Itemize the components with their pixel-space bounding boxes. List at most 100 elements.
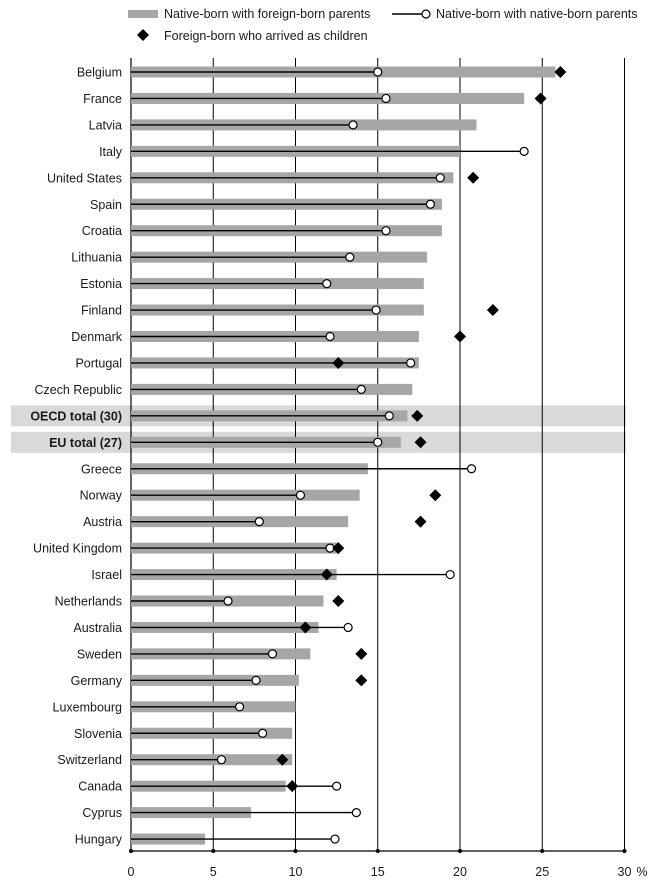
circle-italy <box>519 146 529 156</box>
circle-denmark <box>325 331 335 342</box>
x-tick-30 <box>622 849 627 853</box>
circle-slovenia <box>258 728 268 738</box>
connector-lines <box>131 71 525 840</box>
category-label-spain: Spain <box>90 198 122 212</box>
x-tick-25 <box>540 849 545 853</box>
x-tick-label-20: 20 <box>453 865 467 879</box>
circle-germany <box>251 675 261 685</box>
circle-croatia <box>381 226 391 236</box>
circle-france <box>381 93 391 104</box>
circle-canada <box>332 781 342 791</box>
diamond-united-states <box>467 171 480 184</box>
gridlines <box>130 58 625 851</box>
diamond-belgium <box>554 66 567 78</box>
circle-eu-total-27 <box>373 437 383 447</box>
category-label-oecd-total-30: OECD total (30) <box>30 409 122 423</box>
diamond-australia <box>299 621 312 634</box>
diamond-netherlands <box>332 595 345 607</box>
category-label-eu-total-27: EU total (27) <box>49 436 122 450</box>
x-tick-label-25: 25 <box>535 865 549 879</box>
circle-sweden <box>267 649 278 659</box>
circle-finland <box>371 305 381 315</box>
category-label-latvia: Latvia <box>89 118 122 132</box>
category-label-luxembourg: Luxembourg <box>53 700 123 714</box>
diamond-denmark <box>454 330 466 343</box>
diamond-sweden <box>355 647 368 660</box>
category-label-belgium: Belgium <box>77 66 122 80</box>
circle-cyprus <box>351 807 361 818</box>
diamond-france <box>534 92 547 105</box>
diamond-eu-total-27 <box>414 436 427 449</box>
category-label-estonia: Estonia <box>80 277 122 291</box>
circle-united-states <box>435 173 445 183</box>
circle-estonia <box>322 279 332 289</box>
circle-netherlands <box>223 596 233 606</box>
diamond-finland <box>486 304 499 317</box>
x-tick-0 <box>129 849 133 853</box>
circle-israel <box>445 569 455 580</box>
diamond-switzerland <box>276 753 289 766</box>
circle-latvia <box>348 120 358 130</box>
x-tick-label-15: 15 <box>371 865 385 879</box>
x-tick-10 <box>293 849 298 853</box>
category-label-italy: Italy <box>99 145 123 159</box>
diamond-austria <box>414 515 427 528</box>
category-label-australia: Australia <box>73 621 122 635</box>
circle-norway <box>295 490 306 500</box>
diamond-portugal <box>332 356 345 369</box>
category-label-hungary: Hungary <box>75 833 123 847</box>
x-tick-label-30: 30 <box>618 865 632 879</box>
x-axis: 0 5 10 15 20 25 30% <box>128 849 648 879</box>
category-label-united-states: United States <box>47 171 122 185</box>
category-label-austria: Austria <box>83 515 122 529</box>
category-label-finland: Finland <box>81 304 122 318</box>
category-labels: Belgium France Latvia Italy United States Spa… <box>30 66 122 847</box>
category-label-croatia: Croatia <box>82 224 122 238</box>
category-label-france: France <box>83 92 122 106</box>
diamond-oecd-total-30 <box>411 409 424 422</box>
x-tick-label-10: 10 <box>289 865 303 879</box>
category-label-germany: Germany <box>71 674 123 688</box>
x-tick-20 <box>458 849 462 853</box>
circle-hungary <box>330 834 340 844</box>
category-label-czech-republic: Czech Republic <box>34 383 122 397</box>
circle-czech-republic <box>356 384 366 394</box>
circle-luxembourg <box>234 702 245 712</box>
legend-label-bar: Native-born with foreign-born parents <box>164 7 370 21</box>
category-label-cyprus: Cyprus <box>82 806 122 820</box>
category-label-netherlands: Netherlands <box>55 595 122 609</box>
circle-oecd-total-30 <box>384 411 394 421</box>
diamond-germany <box>355 674 368 687</box>
diamond-markers <box>276 66 567 793</box>
diamond-united-kingdom <box>332 542 345 555</box>
diamond-norway <box>429 489 442 502</box>
legend: Native-born with foreign-born parents Na… <box>128 7 638 43</box>
x-tick-label-0: 0 <box>128 865 135 879</box>
legend-bar-swatch <box>128 10 158 18</box>
diamond-canada <box>286 780 299 793</box>
circle-austria <box>254 517 264 527</box>
circle-markers <box>216 67 529 844</box>
bars <box>131 66 556 845</box>
category-label-israel: Israel <box>91 568 122 582</box>
category-label-canada: Canada <box>78 780 122 794</box>
category-label-slovenia: Slovenia <box>74 727 122 741</box>
legend-label-diamond: Foreign-born who arrived as children <box>164 29 368 43</box>
category-label-sweden: Sweden <box>77 647 122 661</box>
legend-circle-marker <box>421 9 431 19</box>
legend-diamond-marker <box>137 29 149 41</box>
diamond-israel <box>320 568 333 581</box>
category-label-denmark: Denmark <box>71 330 122 344</box>
x-tick-5 <box>211 849 216 853</box>
circle-australia <box>343 622 353 633</box>
circle-lithuania <box>345 252 355 262</box>
category-label-norway: Norway <box>80 489 123 503</box>
x-axis-unit: % <box>637 865 648 879</box>
circle-belgium <box>373 67 383 77</box>
category-label-united-kingdom: United Kingdom <box>33 542 122 556</box>
x-tick-15 <box>375 849 380 853</box>
category-label-lithuania: Lithuania <box>71 251 122 265</box>
category-label-switzerland: Switzerland <box>57 753 122 767</box>
x-tick-label-5: 5 <box>210 865 217 879</box>
